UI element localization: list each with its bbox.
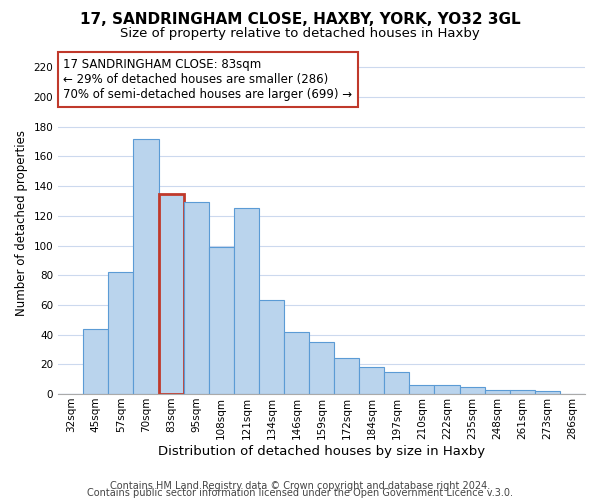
Text: Contains HM Land Registry data © Crown copyright and database right 2024.: Contains HM Land Registry data © Crown c… — [110, 481, 490, 491]
Bar — [109, 272, 133, 394]
Bar — [535, 391, 560, 394]
Bar — [434, 385, 460, 394]
Bar — [385, 372, 409, 394]
Bar — [485, 390, 510, 394]
Bar — [133, 138, 158, 394]
Text: 17, SANDRINGHAM CLOSE, HAXBY, YORK, YO32 3GL: 17, SANDRINGHAM CLOSE, HAXBY, YORK, YO32… — [80, 12, 520, 28]
Text: 17 SANDRINGHAM CLOSE: 83sqm
← 29% of detached houses are smaller (286)
70% of se: 17 SANDRINGHAM CLOSE: 83sqm ← 29% of det… — [64, 58, 353, 100]
Bar — [409, 385, 434, 394]
Y-axis label: Number of detached properties: Number of detached properties — [15, 130, 28, 316]
Bar — [184, 202, 209, 394]
Bar — [83, 328, 109, 394]
Bar — [284, 332, 309, 394]
Bar — [158, 194, 184, 394]
Bar — [510, 390, 535, 394]
Bar — [334, 358, 359, 394]
X-axis label: Distribution of detached houses by size in Haxby: Distribution of detached houses by size … — [158, 444, 485, 458]
Bar — [209, 247, 234, 394]
Bar — [309, 342, 334, 394]
Bar — [359, 368, 385, 394]
Bar — [460, 386, 485, 394]
Bar — [259, 300, 284, 394]
Text: Size of property relative to detached houses in Haxby: Size of property relative to detached ho… — [120, 28, 480, 40]
Text: Contains public sector information licensed under the Open Government Licence v.: Contains public sector information licen… — [87, 488, 513, 498]
Bar — [234, 208, 259, 394]
